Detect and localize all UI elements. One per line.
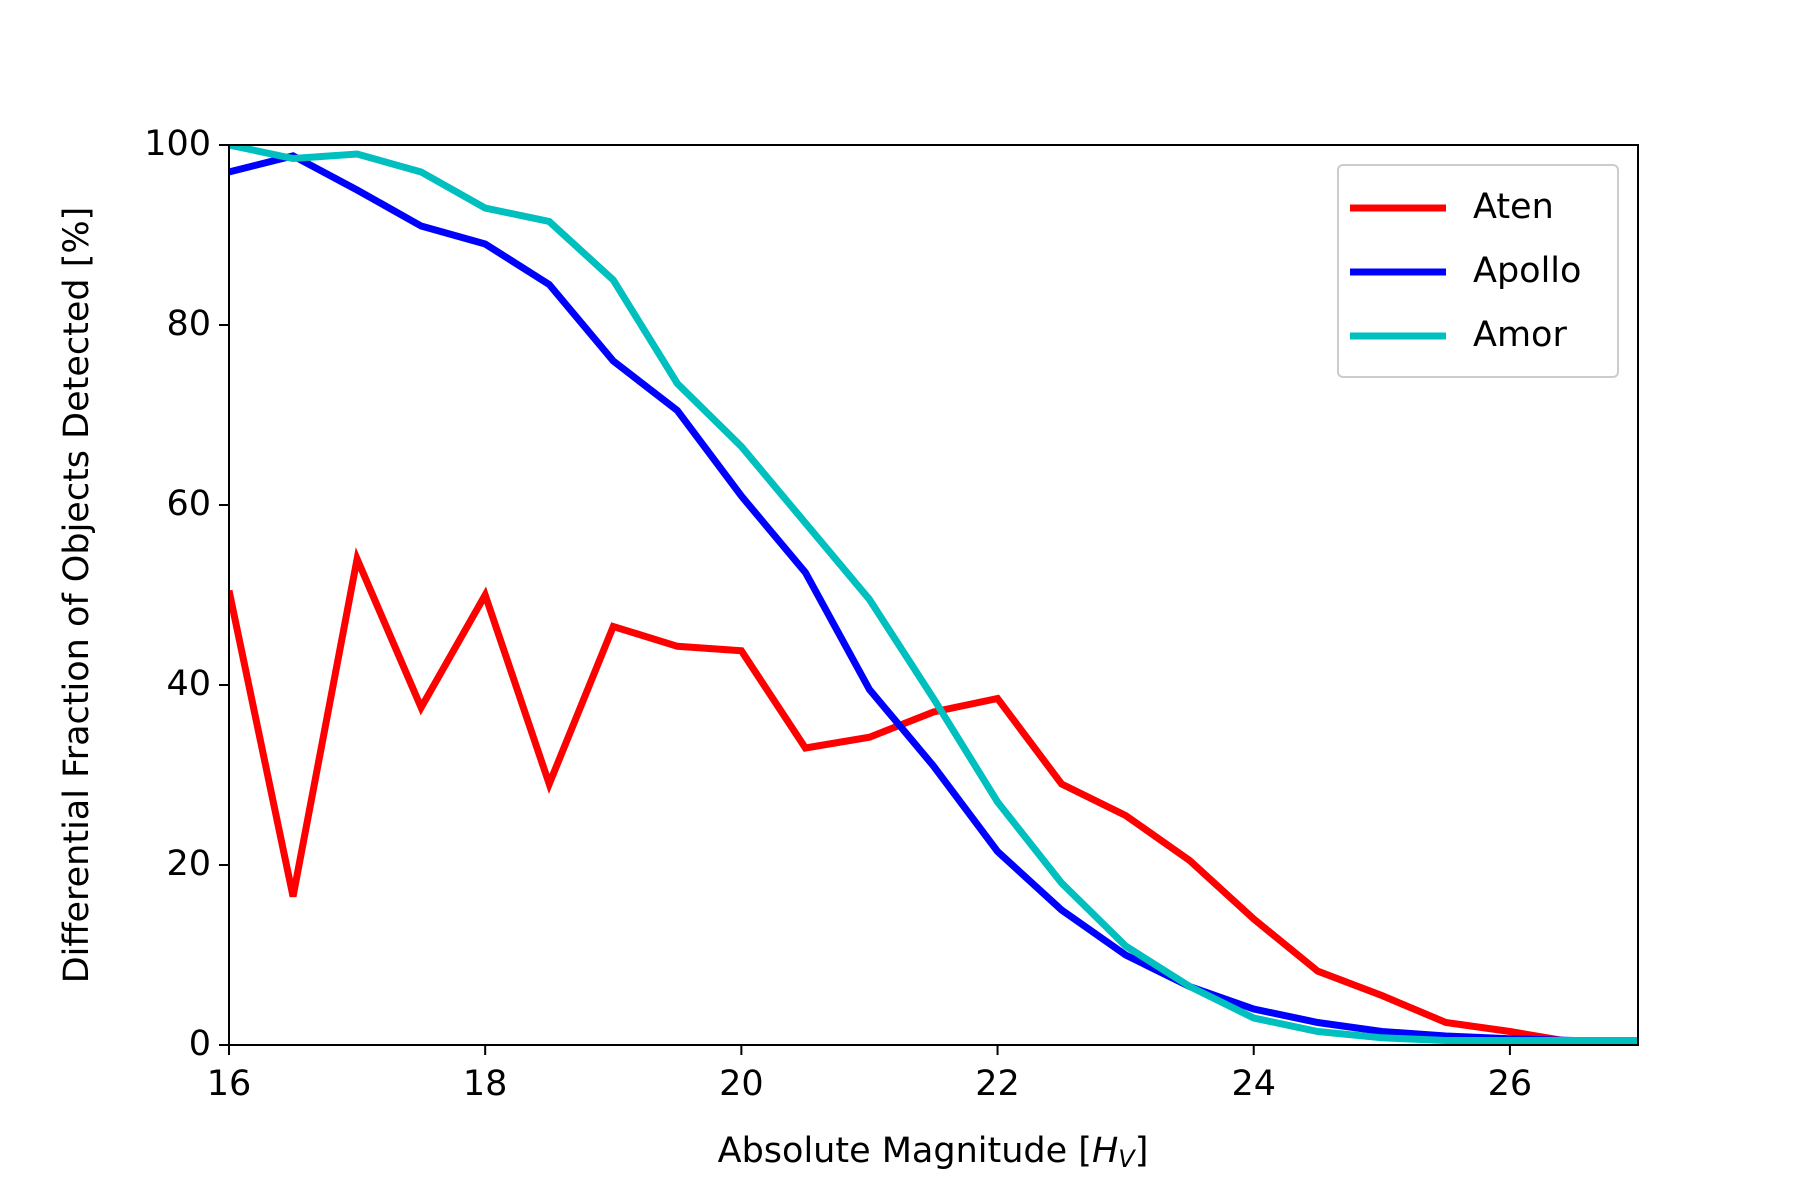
x-tick-label: 18 [463,1064,508,1104]
x-axis-label: Absolute Magnitude [HV] [718,1131,1149,1173]
data-line [229,145,1638,1044]
legend-label: Apollo [1473,251,1581,291]
data-line [229,152,1638,1044]
plot-area [229,145,1638,1045]
x-tick-label: 26 [1488,1064,1533,1104]
legend-box [1337,164,1619,378]
y-axis-label: Differential Fraction of Objects Detecte… [57,207,97,984]
y-tick-label: 80 [166,304,211,344]
y-tick-label: 0 [189,1024,211,1064]
x-tick-label: 22 [975,1064,1020,1104]
legend-label: Amor [1473,315,1567,355]
y-tick-label: 20 [166,844,211,884]
x-tick-label: 24 [1231,1064,1276,1104]
y-tick-label: 60 [166,484,211,524]
x-tick-label: 16 [207,1064,252,1104]
legend-label: Aten [1473,187,1554,227]
data-line [229,547,1638,1045]
y-tick-label: 40 [166,664,211,704]
x-tick-label: 20 [719,1064,764,1104]
axes-frame [228,144,1639,1046]
y-tick-label: 100 [144,124,211,164]
